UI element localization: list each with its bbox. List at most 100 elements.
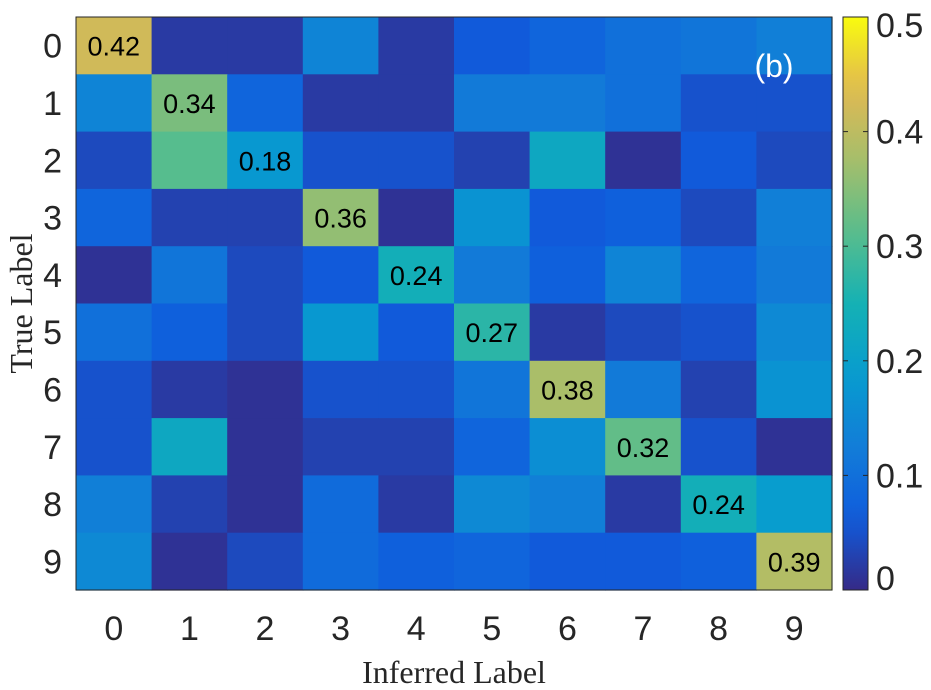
heatmap-cell-5-0 (76, 303, 153, 362)
heatmap-cell-1-8 (680, 74, 757, 133)
y-tick-label: 8 (43, 486, 62, 524)
heatmap-cell-4-8 (680, 246, 757, 305)
y-tick-label: 5 (43, 314, 62, 352)
heatmap-cell-4-0 (76, 246, 153, 305)
heatmap-cell-4-9 (756, 246, 833, 305)
heatmap-cell-5-4 (378, 303, 455, 362)
heatmap-cell-4-4 (378, 246, 455, 305)
heatmap-cell-1-5 (454, 74, 531, 133)
heatmap-cell-0-6 (529, 17, 606, 75)
heatmap-cell-6-1 (151, 360, 228, 419)
heatmap-cell-2-8 (680, 131, 757, 190)
cell-value-label: 0.36 (314, 204, 367, 234)
heatmap-cell-6-2 (227, 360, 304, 419)
heatmap-cell-3-0 (76, 188, 153, 247)
heatmap-cell-7-9 (756, 418, 833, 476)
heatmap-cell-3-3 (302, 188, 379, 247)
heatmap-cell-2-5 (454, 131, 531, 190)
heatmap-cell-2-7 (605, 131, 682, 190)
heatmap-cell-3-4 (378, 188, 455, 247)
heatmap-cell-9-7 (605, 532, 682, 591)
heatmap-cell-2-4 (378, 131, 455, 190)
heatmap-cell-8-5 (454, 475, 531, 534)
cell-value-label: 0.24 (692, 490, 745, 520)
heatmap-cell-0-3 (302, 17, 379, 75)
heatmap-cell-1-0 (76, 74, 153, 133)
heatmap-cell-8-8 (680, 475, 757, 534)
heatmap-cell-6-3 (302, 360, 379, 419)
heatmap-cells (76, 17, 833, 591)
heatmap-cell-3-2 (227, 188, 304, 247)
heatmap-cell-7-3 (302, 418, 379, 476)
heatmap-cell-0-2 (227, 17, 304, 75)
heatmap-cell-4-2 (227, 246, 304, 305)
heatmap-cell-5-8 (680, 303, 757, 362)
heatmap-cell-7-7 (605, 418, 682, 476)
colorbar-tick-label: 0.4 (876, 114, 923, 152)
y-axis-ticks: 0 1 2 3 4 5 6 7 8 9 (43, 28, 62, 582)
y-axis-title: True Label (3, 233, 39, 373)
heatmap-cell-9-1 (151, 532, 228, 591)
heatmap-cell-0-9 (756, 17, 833, 75)
plot-frame (75, 16, 833, 591)
heatmap-cell-6-8 (680, 360, 757, 419)
x-tick-label: 3 (331, 610, 350, 648)
x-tick-label: 6 (558, 610, 577, 648)
heatmap-cell-2-2 (227, 131, 304, 190)
y-tick-label: 4 (43, 257, 62, 295)
heatmap-cell-8-0 (76, 475, 153, 534)
heatmap-cell-6-7 (605, 360, 682, 419)
heatmap-cell-6-6 (529, 360, 606, 419)
y-tick-label: 7 (43, 429, 62, 467)
heatmap-cell-3-1 (151, 188, 228, 247)
heatmap-cell-9-5 (454, 532, 531, 591)
heatmap-cell-9-6 (529, 532, 606, 591)
heatmap-cell-9-4 (378, 532, 455, 591)
heatmap-cell-7-2 (227, 418, 304, 476)
heatmap-cell-9-9 (756, 532, 833, 591)
panel-label: (b) (754, 48, 793, 84)
cell-value-label: 0.24 (390, 261, 443, 291)
heatmap-cell-5-7 (605, 303, 682, 362)
heatmap-cell-7-5 (454, 418, 531, 476)
heatmap-cell-2-3 (302, 131, 379, 190)
heatmap-cell-2-9 (756, 131, 833, 190)
heatmap-cell-1-6 (529, 74, 606, 133)
heatmap-cell-1-1 (151, 74, 228, 133)
heatmap-cell-3-7 (605, 188, 682, 247)
y-tick-label: 1 (43, 85, 62, 123)
heatmap-cell-3-9 (756, 188, 833, 247)
heatmap-cell-1-7 (605, 74, 682, 133)
x-tick-label: 5 (482, 610, 501, 648)
x-tick-label: 8 (709, 610, 728, 648)
heatmap-cell-0-1 (151, 17, 228, 75)
colorbar-ticks: 0 0.1 0.2 0.3 0.4 0.5 (843, 7, 923, 598)
x-axis-title: Inferred Label (362, 654, 546, 690)
cell-value-label: 0.42 (88, 32, 141, 62)
heatmap-cell-2-0 (76, 131, 153, 190)
cell-value-label: 0.32 (617, 433, 670, 463)
colorbar-tick-label: 0.5 (876, 7, 923, 45)
colorbar (842, 16, 869, 591)
heatmap-cell-0-5 (454, 17, 531, 75)
heatmap-cell-4-7 (605, 246, 682, 305)
heatmap-cell-8-7 (605, 475, 682, 534)
heatmap-cell-7-8 (680, 418, 757, 476)
heatmap-cell-4-5 (454, 246, 531, 305)
heatmap-cell-5-9 (756, 303, 833, 362)
heatmap-cell-2-1 (151, 131, 228, 190)
y-tick-label: 0 (43, 28, 62, 66)
heatmap-cell-2-6 (529, 131, 606, 190)
heatmap-cell-0-7 (605, 17, 682, 75)
x-tick-label: 2 (256, 610, 275, 648)
y-tick-label: 3 (43, 200, 62, 238)
heatmap-cell-9-3 (302, 532, 379, 591)
colorbar-tick-label: 0.2 (876, 343, 923, 381)
heatmap-cell-9-8 (680, 532, 757, 591)
heatmap-cell-0-4 (378, 17, 455, 75)
heatmap-cell-6-9 (756, 360, 833, 419)
x-tick-label: 4 (407, 610, 426, 648)
x-tick-label: 1 (180, 610, 199, 648)
cell-value-label: 0.39 (768, 547, 821, 577)
